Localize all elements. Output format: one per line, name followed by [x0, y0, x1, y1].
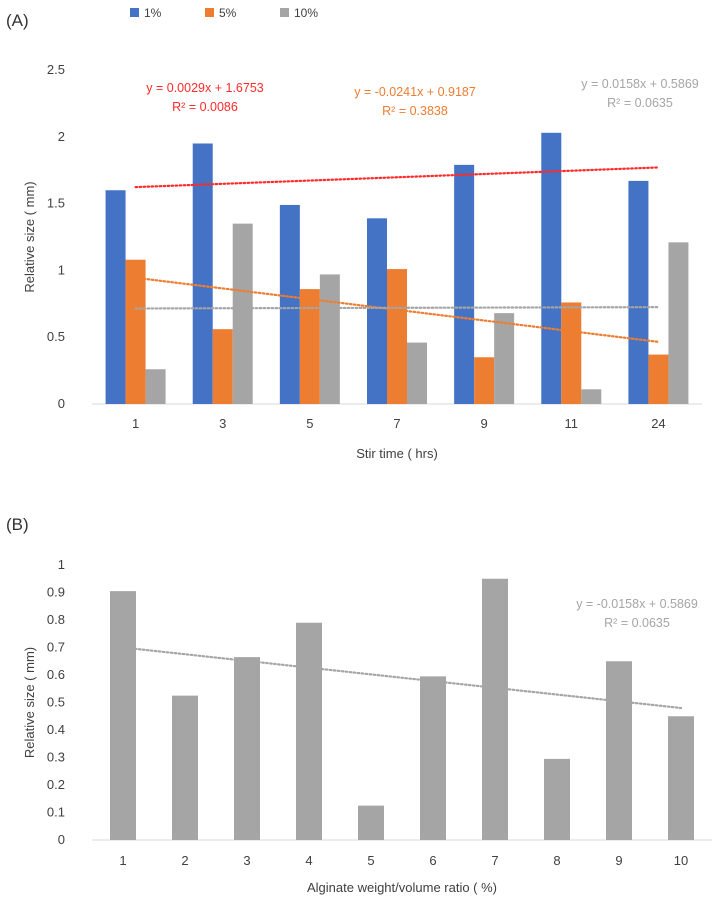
bar-1pct-cat-24 [628, 180, 649, 404]
x-tick-label: 3 [243, 853, 250, 868]
y-tick-label: 1.5 [47, 196, 65, 211]
trend-equation: y = -0.0158x + 0.5869 [576, 597, 698, 611]
chart-panel-a: (A) 0 0.5 1 1.5 2 2.5 1 3 5 7 9 11 24 y = 0.0029x + 1.… [6, 6, 702, 461]
x-tick-label: 1 [132, 416, 139, 431]
bar-10pct-cat-11 [581, 389, 602, 404]
legend-swatch-1pct [130, 8, 139, 17]
x-tick-label: 3 [219, 416, 226, 431]
y-tick-label: 0.3 [47, 750, 65, 765]
legend-swatch-10pct [280, 8, 289, 17]
bar-size-cat-2 [172, 695, 198, 840]
bar-size-cat-9 [606, 661, 632, 840]
trend-r-squared: R² = 0.0086 [172, 100, 238, 114]
trendline-size [121, 646, 683, 710]
x-tick-label: 2 [181, 853, 188, 868]
bar-10pct-cat-9 [494, 313, 515, 404]
x-tick-label: 5 [306, 416, 313, 431]
y-tick-label: 0.7 [47, 640, 65, 655]
bar-5pct-cat-11 [561, 302, 582, 404]
bar-5pct-cat-3 [212, 329, 233, 404]
y-axis-title: Relative size ( mm) [22, 647, 37, 758]
y-tick-label: 0.2 [47, 777, 65, 792]
bar-5pct-cat-1 [125, 259, 146, 404]
panel-label: (B) [6, 515, 29, 534]
bar-5pct-cat-7 [387, 269, 407, 404]
bar-size-cat-1 [110, 591, 136, 840]
x-axis-title: Alginate weight/volume ratio ( %) [307, 880, 497, 895]
bar-5pct-cat-5 [299, 289, 320, 404]
y-tick-label: 2 [58, 129, 65, 144]
x-tick-label: 7 [393, 416, 400, 431]
y-tick-label: 1 [58, 262, 65, 277]
x-tick-label: 7 [491, 853, 498, 868]
chart-panel-b: (B) 0 0.1 0.2 0.3 0.4 0.5 0.6 0.7 0.8 0.9 1 1 2 3 4 5 6 7 8… [6, 515, 712, 895]
bar-1pct-cat-7 [367, 218, 387, 404]
x-tick-label: 10 [674, 853, 688, 868]
bar-1pct-cat-9 [454, 164, 475, 404]
trend-equation: y = 0.0029x + 1.6753 [146, 81, 264, 95]
y-tick-label: 0 [58, 832, 65, 847]
bar-1pct-cat-1 [105, 190, 126, 404]
bar-size-cat-6 [420, 676, 446, 840]
x-axis-title: Stir time ( hrs) [356, 446, 438, 461]
bar-10pct-cat-1 [145, 369, 166, 404]
legend-label: 10% [294, 6, 318, 20]
y-tick-label: 0.8 [47, 612, 65, 627]
bar-5pct-cat-24 [648, 354, 669, 404]
bar-size-cat-7 [482, 578, 508, 840]
trend-equation: y = -0.0241x + 0.9187 [354, 85, 476, 99]
legend-swatch-5pct [205, 8, 214, 17]
y-tick-label: 0 [58, 396, 65, 411]
bar-5pct-cat-9 [474, 357, 495, 404]
y-tick-label: 0.6 [47, 667, 65, 682]
bar-size-cat-4 [296, 622, 322, 840]
trend-r-squared: R² = 0.3838 [382, 104, 448, 118]
y-axis-title: Relative size ( mm) [22, 181, 37, 292]
y-tick-label: 2.5 [47, 62, 65, 77]
bar-10pct-cat-3 [232, 223, 253, 404]
bar-size-cat-8 [544, 758, 570, 840]
x-tick-label: 9 [615, 853, 622, 868]
legend-label: 1% [144, 6, 162, 20]
x-tick-label: 5 [367, 853, 374, 868]
bar-10pct-cat-7 [407, 342, 427, 404]
panel-label: (A) [6, 11, 29, 30]
trend-r-squared: R² = 0.0635 [607, 96, 673, 110]
trendline-10pct [134, 306, 660, 310]
x-tick-label: 24 [651, 416, 665, 431]
bar-10pct-cat-24 [668, 242, 689, 404]
x-tick-label: 8 [553, 853, 560, 868]
x-tick-label: 9 [481, 416, 488, 431]
bar-size-cat-5 [358, 805, 384, 840]
bar-1pct-cat-5 [279, 204, 300, 404]
trend-equation: y = 0.0158x + 0.5869 [581, 77, 699, 91]
bar-10pct-cat-5 [319, 274, 340, 404]
y-tick-label: 1 [58, 557, 65, 572]
bar-1pct-cat-3 [192, 143, 213, 405]
x-tick-label: 1 [119, 853, 126, 868]
y-tick-label: 0.9 [47, 585, 65, 600]
legend-label: 5% [219, 6, 237, 20]
y-tick-label: 0.4 [47, 722, 65, 737]
y-tick-label: 0.5 [47, 329, 65, 344]
x-tick-label: 4 [305, 853, 312, 868]
trend-r-squared: R² = 0.0635 [604, 616, 670, 630]
trendline-1pct [134, 166, 660, 189]
x-tick-label: 11 [565, 416, 579, 431]
y-tick-label: 0.5 [47, 695, 65, 710]
bar-1pct-cat-11 [541, 132, 562, 405]
x-tick-label: 6 [429, 853, 436, 868]
bar-size-cat-3 [234, 657, 260, 840]
bar-size-cat-10 [668, 716, 694, 840]
y-tick-label: 0.1 [47, 805, 65, 820]
trendline-5pct [134, 276, 660, 343]
